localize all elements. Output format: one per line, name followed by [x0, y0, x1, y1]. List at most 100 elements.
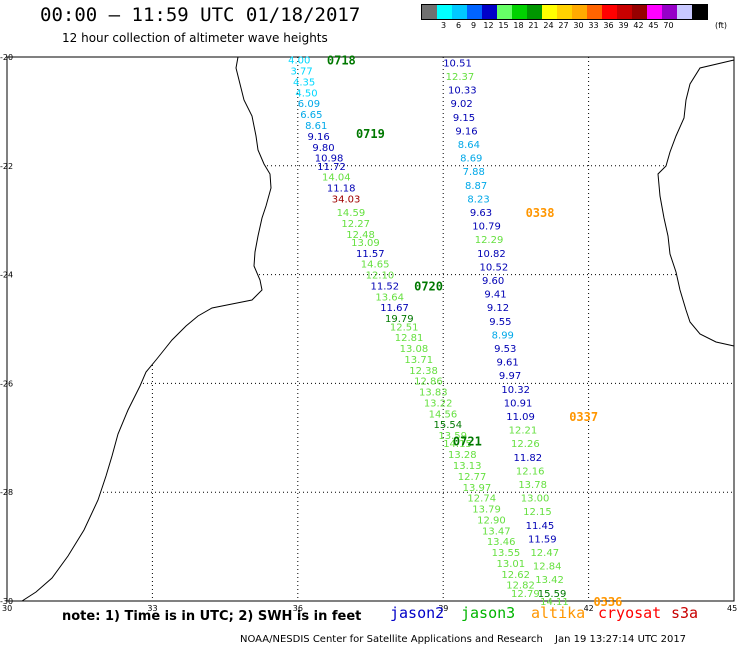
lon-tick-label: 39: [438, 604, 448, 613]
color-scale-label: 27: [558, 21, 569, 30]
color-scale-label: 30: [573, 21, 584, 30]
wave-height-value: 13.00: [521, 494, 550, 505]
wave-height-value: 12.16: [516, 466, 545, 477]
color-scale-label: 18: [513, 21, 524, 30]
color-scale-label: 9: [470, 21, 477, 30]
wave-height-value: 10.51: [443, 58, 472, 69]
altimeter-tracks: 4.003.774.354.506.096.658.619.169.8010.9…: [288, 54, 622, 609]
color-scale-label: 12: [483, 21, 494, 30]
wave-height-value: 11.45: [526, 521, 555, 532]
lat-tick-label: -22: [0, 162, 13, 171]
wave-height-value: 6.09: [298, 99, 320, 110]
wave-height-value: 6.65: [300, 110, 322, 121]
lon-tick-label: 45: [727, 604, 737, 613]
wave-height-value: 12.62: [501, 570, 530, 581]
color-scale-label: 15: [498, 21, 509, 30]
wave-height-value: 11.52: [371, 281, 400, 292]
wave-height-value: 11.67: [380, 303, 409, 314]
color-swatch: [677, 5, 692, 19]
wave-height-value: 13.22: [424, 398, 453, 409]
wave-height-value: 14.15: [443, 439, 472, 450]
color-swatch: [557, 5, 572, 19]
legend-item-jason2: jason2: [390, 604, 445, 622]
footnote: note: 1) Time is in UTC; 2) SWH is in fe…: [62, 609, 362, 624]
color-swatch: [647, 5, 662, 19]
lon-tick-label: 42: [584, 604, 594, 613]
pass-time-label: 0338: [526, 206, 555, 220]
wave-height-value: 13.13: [453, 461, 482, 472]
color-swatch: [482, 5, 497, 19]
lat-tick-label: -20: [0, 53, 13, 62]
wave-height-value: 8.99: [492, 330, 514, 341]
wave-height-value: 9.16: [455, 126, 477, 137]
wave-height-value: 9.97: [499, 371, 521, 382]
color-swatch: [512, 5, 527, 19]
pass-time-label: 0337: [569, 410, 598, 424]
wave-height-value: 14.59: [337, 208, 366, 219]
lon-tick-label: 36: [293, 604, 303, 613]
wave-height-value: 13.01: [497, 559, 526, 570]
wave-height-value: 13.83: [419, 388, 448, 399]
wave-height-value: 11.59: [528, 534, 557, 545]
wave-height-value: 9.60: [482, 276, 504, 287]
wave-height-value: 12.84: [533, 562, 562, 573]
color-scale-label: 3: [440, 21, 447, 30]
wave-height-value: 12.29: [475, 235, 504, 246]
wave-height-value: 12.77: [458, 472, 487, 483]
color-scale-bar: [421, 4, 708, 20]
color-scale-label: 36: [603, 21, 614, 30]
wave-height-value: 14.65: [361, 260, 390, 271]
wave-height-value: 9.80: [312, 143, 334, 154]
lat-tick-label: -30: [0, 597, 13, 606]
wave-height-value: 12.38: [409, 366, 438, 377]
legend-item-altika: altika: [531, 604, 586, 622]
wave-height-value: 13.79: [472, 505, 501, 516]
wave-height-value: 4.35: [293, 77, 315, 88]
color-swatch: [452, 5, 467, 19]
wave-height-value: 14.56: [429, 409, 458, 420]
wave-height-value: 13.55: [492, 548, 521, 559]
legend-item-cryosat: cryosat: [598, 604, 662, 622]
color-scale-label: 45: [648, 21, 659, 30]
color-swatch: [527, 5, 542, 19]
wave-height-value: 8.64: [458, 140, 480, 151]
wave-height-value: 12.51: [390, 322, 419, 333]
pass-time-label: 0718: [327, 54, 356, 68]
timestamp: Jan 19 13:27:14 UTC 2017: [555, 634, 687, 645]
wave-height-value: 10.82: [477, 249, 506, 260]
wave-height-value: 12.79: [511, 589, 540, 600]
wave-height-value: 9.02: [450, 99, 472, 110]
color-swatch: [587, 5, 602, 19]
wave-height-value: 13.42: [535, 575, 564, 586]
wave-height-value: 13.47: [482, 526, 511, 537]
wave-height-value: 12.15: [523, 507, 552, 518]
lat-tick-label: -24: [0, 271, 13, 280]
wave-height-value: 9.15: [453, 113, 475, 124]
wave-height-value: 14.11: [540, 597, 569, 608]
wave-height-value: 13.71: [404, 355, 433, 366]
wave-height-value: 9.41: [484, 290, 506, 301]
coastline-africa: [6, 56, 272, 602]
lat-tick-label: -26: [0, 379, 13, 388]
color-swatch: [572, 5, 587, 19]
lon-tick-label: 33: [147, 604, 157, 613]
pass-time-label: 0719: [356, 127, 385, 141]
wave-height-value: 15.59: [538, 589, 567, 600]
wave-height-value: 12.47: [530, 548, 559, 559]
wave-height-value: 8.87: [465, 181, 487, 192]
wave-height-value: 10.32: [501, 385, 530, 396]
pass-time-label: 0721: [453, 435, 482, 449]
wave-height-value: 12.10: [366, 271, 395, 282]
wave-height-value: 11.18: [327, 184, 356, 195]
wave-height-value: 13.46: [487, 537, 516, 548]
color-swatch: [602, 5, 617, 19]
wave-height-value: 9.16: [307, 132, 329, 143]
color-swatch: [617, 5, 632, 19]
wave-height-value: 9.53: [494, 344, 516, 355]
wave-height-value: 7.88: [463, 167, 485, 178]
wave-height-value: 8.69: [460, 154, 482, 165]
color-scale-label: 24: [543, 21, 554, 30]
color-swatch: [467, 5, 482, 19]
pass-time-label: 0336: [593, 595, 622, 609]
color-scale-label: 6: [455, 21, 462, 30]
